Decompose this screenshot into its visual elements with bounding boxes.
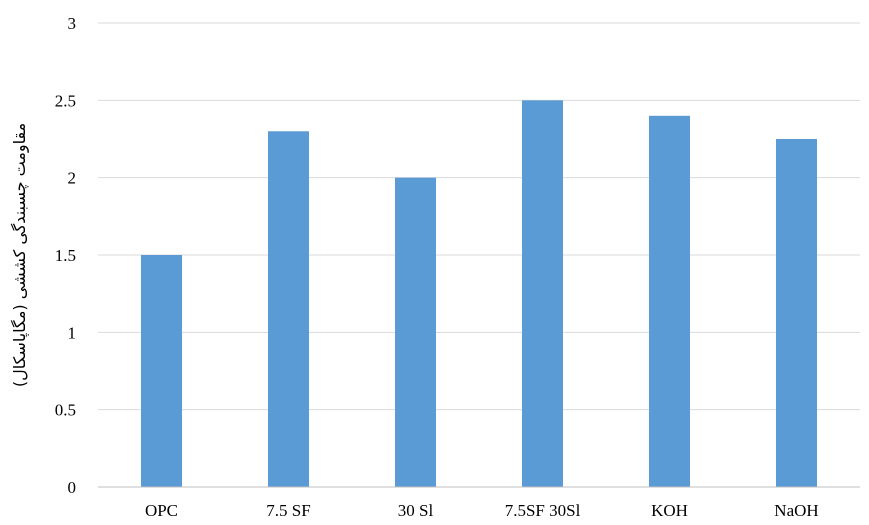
y-axis-label: مقاومت چسبندگی کششی (مگاپاسکال)	[10, 123, 30, 387]
y-tick-label: 1.5	[55, 246, 76, 265]
x-tick-label: 7.5SF 30Sl	[505, 501, 581, 520]
y-tick-label: 1	[68, 323, 77, 342]
bar	[522, 100, 563, 487]
x-tick-label: 30 Sl	[398, 501, 434, 520]
x-tick-label: OPC	[145, 501, 178, 520]
y-tick-label: 0	[68, 478, 77, 497]
x-tick-label: NaOH	[774, 501, 818, 520]
gridlines	[98, 22, 860, 411]
bars	[141, 100, 817, 488]
x-tick-label: 7.5 SF	[266, 501, 310, 520]
bar	[776, 139, 817, 487]
y-tick-label: 0.5	[55, 401, 76, 420]
bar	[268, 131, 309, 487]
y-tick-labels: 0 0.5 1 1.5 2 2.5 3	[55, 14, 76, 497]
bar	[649, 115, 690, 488]
y-tick-label: 3	[68, 14, 77, 33]
x-tick-label: KOH	[651, 501, 688, 520]
x-tick-labels: OPC 7.5 SF 30 Sl 7.5SF 30Sl KOH NaOH	[145, 501, 819, 520]
y-tick-label: 2.5	[55, 91, 76, 110]
bar	[141, 255, 182, 487]
bar	[395, 177, 436, 487]
y-tick-label: 2	[68, 169, 77, 188]
